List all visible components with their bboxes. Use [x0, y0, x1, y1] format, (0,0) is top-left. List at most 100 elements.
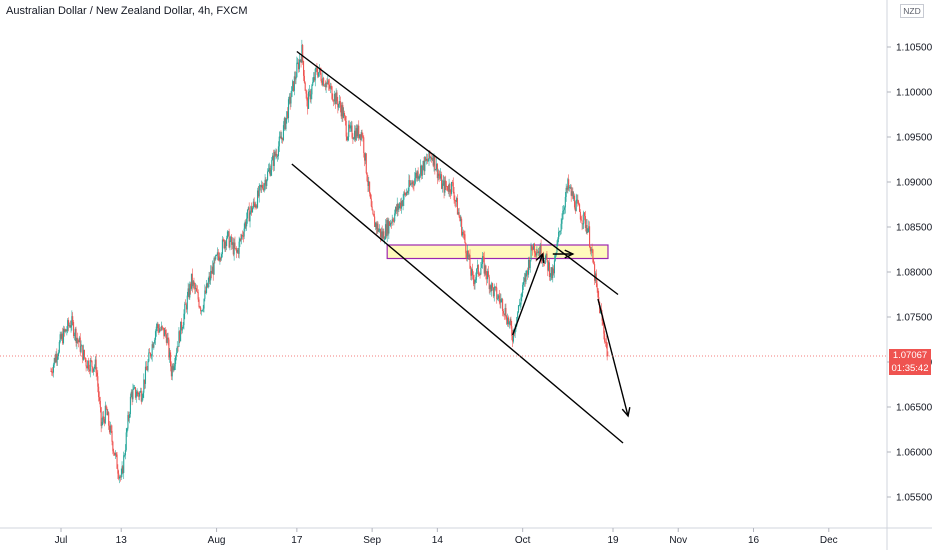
- candle-body: [216, 252, 218, 256]
- candle-body: [410, 183, 412, 186]
- candle-body: [457, 212, 459, 215]
- candle-body: [532, 249, 534, 251]
- candle-body: [101, 421, 103, 426]
- candle-body: [160, 325, 162, 330]
- candle-body: [418, 176, 420, 179]
- candle-body: [66, 330, 68, 332]
- candle-body: [408, 180, 410, 192]
- candle-body: [199, 306, 201, 308]
- currency-box[interactable]: NZD: [900, 4, 924, 18]
- candle-body: [479, 274, 481, 276]
- date-tick-label: Oct: [515, 535, 531, 546]
- candle-body: [396, 203, 398, 212]
- candle-body: [113, 451, 115, 453]
- candle-body: [510, 319, 512, 327]
- candle-body: [580, 219, 582, 221]
- candle-body: [562, 210, 564, 220]
- candle-body: [604, 333, 606, 342]
- candle-body: [435, 163, 438, 170]
- candle-body: [361, 132, 363, 137]
- candle-body: [259, 185, 261, 187]
- candle-body: [86, 366, 88, 369]
- candle-body: [422, 160, 424, 166]
- candle-body: [186, 295, 188, 310]
- candle-body: [97, 376, 99, 387]
- candle-body: [365, 153, 367, 174]
- candle-body: [326, 83, 328, 84]
- candle-body: [190, 283, 192, 289]
- candle-body: [225, 241, 227, 247]
- candle-body: [604, 341, 607, 343]
- candle-body: [334, 93, 336, 104]
- candle-body: [244, 222, 246, 229]
- candle-body: [355, 128, 357, 141]
- candle-body: [64, 329, 66, 332]
- candle-body: [517, 312, 519, 318]
- candle-body: [394, 213, 396, 222]
- candle-body: [518, 304, 520, 306]
- candle-body: [480, 267, 482, 275]
- candle-body: [384, 224, 387, 240]
- candle-body: [536, 252, 538, 256]
- candle-body: [498, 295, 500, 299]
- candle-body: [471, 269, 473, 276]
- candle-body: [253, 201, 255, 204]
- trendline-drawings: [291, 50, 631, 444]
- candle-body: [131, 391, 133, 400]
- candle-body: [167, 337, 169, 340]
- candle-body: [405, 192, 407, 196]
- candle-body: [231, 236, 233, 245]
- candle-body: [235, 248, 237, 249]
- candle-body: [514, 328, 516, 334]
- candle-body: [238, 241, 240, 254]
- candle-body: [227, 231, 229, 233]
- candle-body: [69, 325, 71, 328]
- candle-body: [551, 267, 553, 279]
- candle-body: [296, 62, 298, 78]
- candle-body: [349, 125, 351, 129]
- candle-body: [120, 474, 122, 478]
- candle-body: [594, 264, 596, 281]
- candle-body: [374, 216, 376, 227]
- candle-body: [434, 155, 436, 170]
- candle-body: [485, 265, 487, 275]
- candle-body: [587, 228, 589, 233]
- candle-body: [520, 297, 522, 305]
- candle-body: [372, 210, 374, 215]
- candle-body: [115, 452, 117, 455]
- candle-body: [151, 344, 153, 356]
- date-tick-label: 17: [291, 535, 303, 546]
- candle-body: [333, 93, 336, 102]
- candle-body: [265, 179, 267, 186]
- candle-body: [279, 136, 281, 138]
- candle-body: [107, 412, 109, 416]
- candle-body: [272, 155, 274, 161]
- candle-body: [566, 187, 568, 190]
- candle-body: [159, 329, 161, 333]
- candle-body: [183, 313, 185, 326]
- candle-body: [156, 323, 158, 327]
- candle-body: [364, 153, 366, 161]
- candle-body: [271, 160, 273, 170]
- candle-body: [484, 265, 486, 274]
- date-tick-label: Jul: [55, 535, 68, 546]
- candle-body: [70, 325, 72, 328]
- candle-body: [461, 218, 463, 236]
- candle-body: [589, 226, 591, 247]
- candle-body: [417, 171, 419, 179]
- zone-rectangle: [386, 244, 609, 260]
- candle-body: [123, 455, 125, 473]
- candle-body: [540, 245, 542, 260]
- candle-body: [262, 185, 264, 189]
- candle-body: [233, 242, 235, 255]
- candle-body: [576, 199, 578, 201]
- candle-body: [338, 104, 340, 108]
- candle-body: [511, 326, 513, 336]
- price-tick-label: 1.07500: [896, 313, 932, 324]
- candle-body: [467, 250, 469, 258]
- candle-body: [438, 173, 440, 177]
- candle-body: [530, 245, 532, 261]
- candle-body: [96, 372, 98, 377]
- candle-body: [419, 174, 421, 177]
